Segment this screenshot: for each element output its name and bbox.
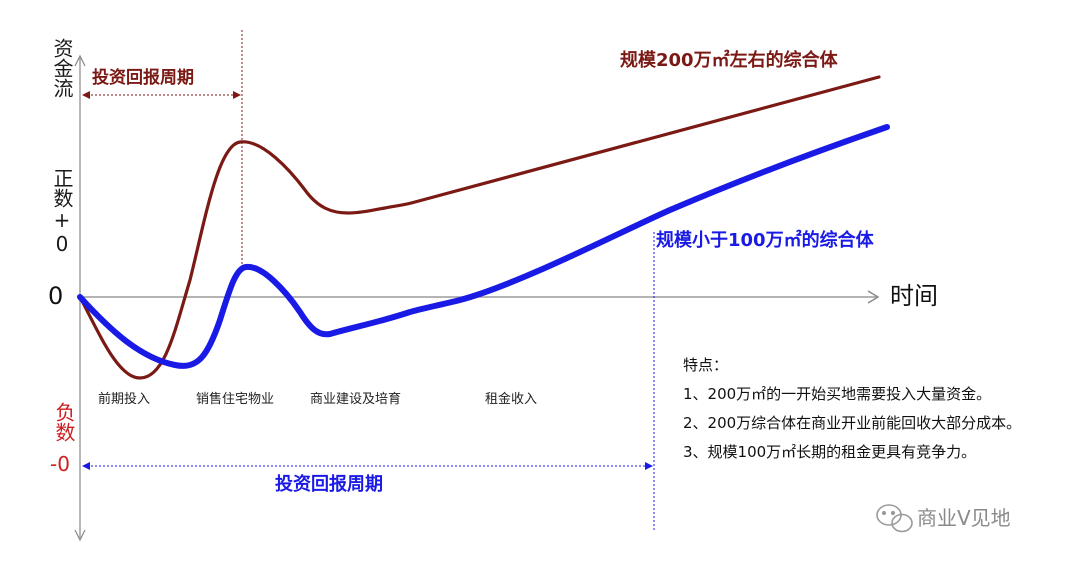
negative-zero-label: -0 <box>50 452 70 476</box>
notes-item: 1、200万㎡的一开始买地需要投入大量资金。 <box>683 385 992 403</box>
large-payback-arrow-left-head <box>82 91 90 99</box>
stage-label-commercial: 商业建设及培育 <box>310 392 402 407</box>
notes-title: 特点： <box>683 356 729 374</box>
zero-label: 0 <box>48 282 64 310</box>
small-payback-arrow-right-head <box>645 462 653 470</box>
notes-panel: 特点： 1、200万㎡的一开始买地需要投入大量资金。 2、200万综合体在商业开… <box>683 358 1021 474</box>
y-axis-bottom-arrow <box>74 529 86 542</box>
negative-zone-label: 负数 <box>52 402 76 442</box>
positive-zone-label: 正数+0 <box>50 168 74 256</box>
stage-label-rent: 租金收入 <box>485 392 538 407</box>
stage-label-prelim: 前期投入 <box>98 392 151 407</box>
small-payback-arrow-left-head <box>82 462 90 470</box>
large-complex-curve <box>78 75 881 380</box>
small-complex-curve <box>77 124 890 369</box>
small-payback-label: 投资回报周期 <box>275 474 383 495</box>
large-complex-label: 规模200万㎡左右的综合体 <box>620 50 838 71</box>
notes-item: 2、200万综合体在商业开业前能回收大部分成本。 <box>683 414 1022 432</box>
x-axis-label: 时间 <box>890 282 938 310</box>
y-axis-label: 资金流 <box>50 38 74 98</box>
notes-item: 3、规模100万㎡长期的租金更具有竞争力。 <box>683 443 977 461</box>
small-complex-label: 规模小于100万㎡的综合体 <box>656 230 874 251</box>
watermark-icon <box>876 504 913 533</box>
watermark-text: 商业V见地 <box>917 506 1011 530</box>
large-payback-arrow-right-head <box>233 91 241 99</box>
y-axis-top-arrow <box>74 54 86 67</box>
x-axis-arrow <box>867 290 880 304</box>
stage-label-residential: 销售住宅物业 <box>196 392 275 407</box>
large-payback-label: 投资回报周期 <box>92 68 194 88</box>
